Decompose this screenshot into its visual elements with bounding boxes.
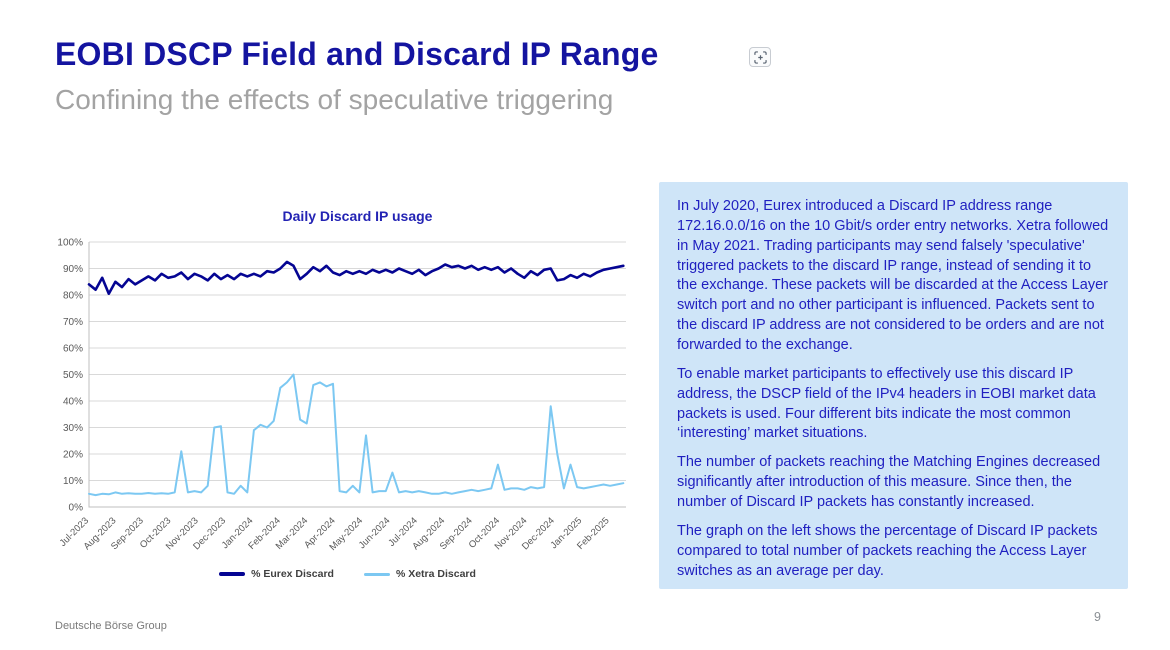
legend-swatch — [219, 572, 246, 576]
svg-text:20%: 20% — [63, 450, 83, 461]
info-paragraph: In July 2020, Eurex introduced a Discard… — [677, 198, 1109, 354]
focus-expand-icon[interactable] — [749, 47, 771, 67]
info-paragraph: The graph on the left shows the percenta… — [677, 522, 1098, 579]
series-line-xetra — [88, 373, 625, 497]
page-title: EOBI DSCP Field and Discard IP Range — [55, 36, 659, 72]
y-gridlines — [89, 241, 626, 508]
chart-legend: % Eurex Discard % Xetra Discard — [55, 568, 640, 580]
svg-text:100%: 100% — [57, 238, 83, 249]
legend-item-eurex: % Eurex Discard — [219, 568, 334, 580]
daily-discard-ip-chart: Daily Discard IP usage 0% 10% 20% 30% 40% 50%… — [55, 200, 640, 595]
svg-text:50%: 50% — [63, 370, 83, 381]
info-paragraph: To enable market participants to effecti… — [677, 365, 1096, 442]
x-tick-labels: Jul-2023Aug-2023Sep-2023Oct-2023Nov-2023… — [58, 515, 612, 553]
svg-text:0%: 0% — [69, 503, 84, 514]
legend-label: % Eurex Discard — [251, 568, 334, 580]
legend-label: % Xetra Discard — [395, 568, 476, 580]
info-box: In July 2020, Eurex introduced a Discard… — [659, 182, 1128, 589]
y-tick-labels: 0% 10% 20% 30% 40% 50% 60% 70% 80% 90% 100% — [57, 238, 83, 514]
focus-expand-icon-glyph — [753, 50, 767, 64]
legend-item-xetra: % Xetra Discard — [363, 568, 476, 580]
svg-text:40%: 40% — [63, 397, 83, 408]
svg-text:90%: 90% — [63, 264, 83, 275]
svg-text:70%: 70% — [63, 317, 83, 328]
chart-plot-area: 0% 10% 20% 30% 40% 50% 60% 70% 80% 90% 100% Jul-202… — [57, 238, 626, 553]
chart-title: Daily Discard IP usage — [282, 208, 433, 224]
svg-text:30%: 30% — [63, 423, 83, 434]
svg-text:80%: 80% — [63, 291, 83, 302]
footer-brand: Deutsche Börse Group — [55, 620, 167, 632]
info-paragraph: The number of packets reaching the Match… — [677, 454, 1101, 511]
axis-border — [88, 242, 626, 508]
series-line-eurex — [87, 260, 625, 296]
svg-text:10%: 10% — [63, 476, 83, 487]
page-number: 9 — [1094, 610, 1101, 624]
page-subtitle: Confining the effects of speculative tri… — [55, 84, 614, 115]
legend-swatch — [363, 572, 390, 576]
svg-text:60%: 60% — [63, 344, 83, 355]
